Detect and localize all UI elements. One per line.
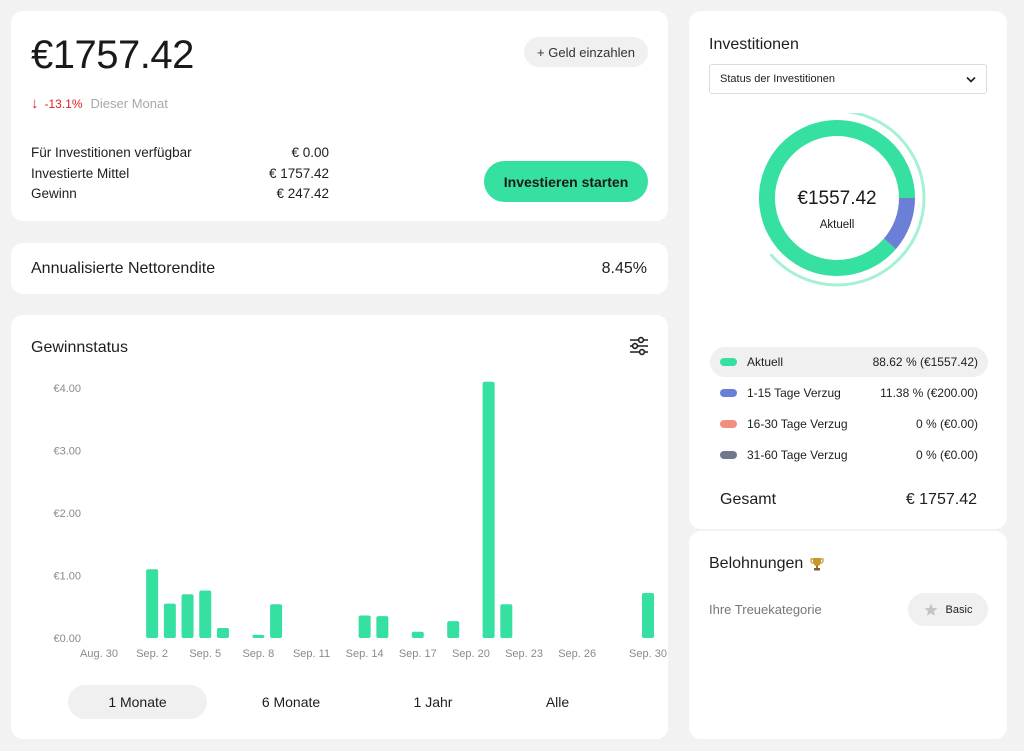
profit-bar[interactable]	[146, 569, 159, 638]
stat-label: Für Investitionen verfügbar	[31, 145, 192, 160]
investment-donut-chart: €1557.42 Aktuell	[759, 113, 926, 287]
profit-bar[interactable]	[181, 594, 194, 638]
legend-label: 16-30 Tage Verzug	[747, 417, 848, 431]
legend-swatch	[720, 451, 737, 459]
legend-value: 0 % (€0.00)	[915, 417, 978, 431]
x-tick-label: Sep. 26	[558, 648, 596, 660]
x-tick-label: Sep. 20	[452, 648, 490, 660]
profit-bar[interactable]	[252, 634, 265, 638]
filter-sliders-icon[interactable]	[628, 335, 650, 357]
stat-label: Gewinn	[31, 186, 77, 201]
monthly-change: ↓ -13.1% Dieser Monat	[31, 95, 168, 112]
profit-bar[interactable]	[447, 621, 460, 638]
profit-bar[interactable]	[163, 603, 176, 638]
net-return-card: Annualisierte Nettorendite 8.45%	[11, 243, 668, 294]
investments-total: Gesamt € 1757.42	[720, 491, 977, 509]
legend-swatch	[720, 420, 737, 428]
start-investing-button[interactable]: Investieren starten	[484, 161, 648, 202]
select-value: Status der Investitionen	[720, 73, 835, 85]
x-tick-label: Sep. 5	[189, 648, 221, 660]
donut-outer-ring	[769, 113, 926, 287]
x-tick-label: Aug. 30	[80, 648, 118, 660]
range-tabs: 1 Monate 6 Monate 1 Jahr Alle	[68, 685, 624, 719]
tab-6-months[interactable]: 6 Monate	[207, 685, 375, 719]
donut-center-amount: €1557.42	[797, 188, 876, 209]
profit-bar[interactable]	[199, 590, 212, 639]
deposit-button[interactable]: + Geld einzahlen	[524, 37, 648, 67]
profit-bar[interactable]	[270, 604, 283, 638]
profit-bar[interactable]	[642, 593, 654, 638]
investment-legend: Aktuell 88.62 % (€1557.42) 1-15 Tage Ver…	[710, 347, 988, 471]
total-label: Gesamt	[720, 491, 777, 508]
profit-bar[interactable]	[500, 604, 513, 638]
rewards-card: Belohnungen Ihre Treuekategorie Basic	[689, 531, 1007, 739]
x-tick-label: Sep. 2	[136, 648, 168, 660]
legend-label: 31-60 Tage Verzug	[747, 448, 848, 462]
net-return-value: 8.45%	[601, 259, 647, 277]
x-tick-label: Sep. 30	[629, 648, 667, 660]
profit-bar[interactable]	[411, 631, 424, 638]
y-tick-label: €4.00	[53, 383, 81, 395]
balance-stats: Für Investitionen verfügbar € 0.00 Inves…	[31, 143, 329, 205]
x-tick-label: Sep. 14	[346, 648, 384, 660]
legend-value: 11.38 % (€200.00)	[880, 386, 978, 400]
profit-bar[interactable]	[376, 616, 389, 638]
profit-status-card: €0.00 €1.00 €2.00 €3.00 €4.00 Aug. 30 Sep. 2 Se…	[11, 315, 668, 739]
stat-row-invested: Investierte Mittel € 1757.42	[31, 164, 329, 185]
stat-value: € 1757.42	[268, 165, 329, 181]
loyalty-tier-badge[interactable]: Basic	[908, 593, 988, 626]
legend-value: 0 % (€0.00)	[915, 448, 978, 462]
arrow-down-icon: ↓	[31, 95, 39, 112]
x-tick-label: Sep. 11	[293, 648, 330, 660]
chevron-down-icon	[966, 76, 976, 83]
donut-segment-current[interactable]	[759, 120, 915, 276]
y-tick-label: €2.00	[53, 508, 81, 520]
y-tick-label: €0.00	[53, 633, 81, 645]
legend-row-current[interactable]: Aktuell 88.62 % (€1557.42)	[710, 347, 988, 377]
x-tick-label: Sep. 8	[242, 648, 274, 660]
x-tick-label: Sep. 23	[505, 648, 543, 660]
trophy-icon	[810, 558, 824, 571]
legend-swatch	[720, 389, 737, 397]
donut-center-label: Aktuell	[820, 219, 855, 231]
profit-bar[interactable]	[358, 615, 371, 639]
legend-label: Aktuell	[747, 355, 784, 369]
profit-status-title: Gewinnstatus	[31, 339, 128, 356]
investments-title: Investitionen	[709, 36, 799, 53]
tab-1-year[interactable]: 1 Jahr	[375, 685, 491, 719]
y-tick-label: €3.00	[53, 446, 81, 458]
x-tick-label: Sep. 17	[399, 648, 437, 660]
stat-row-profit: Gewinn € 247.42	[31, 184, 329, 205]
legend-row-1-15-days[interactable]: 1-15 Tage Verzug 11.38 % (€200.00)	[710, 378, 988, 408]
rewards-title: Belohnungen	[709, 555, 804, 572]
net-return-label: Annualisierte Nettorendite	[31, 259, 216, 277]
profit-chart: €0.00 €1.00 €2.00 €3.00 €4.00 Aug. 30 Sep. 2 Se…	[53, 381, 667, 660]
stat-value: € 247.42	[276, 186, 329, 201]
donut-segment-delayed[interactable]	[883, 197, 915, 250]
loyalty-category-label: Ihre Treuekategorie	[709, 602, 822, 617]
legend-swatch	[720, 358, 737, 366]
y-tick-label: €1.00	[53, 571, 81, 583]
rewards-title-row: Belohnungen	[709, 555, 825, 573]
investments-card: Investitionen Status der Investitionen €…	[689, 11, 1007, 529]
profit-bar[interactable]	[482, 381, 495, 638]
legend-row-31-60-days[interactable]: 31-60 Tage Verzug 0 % (€0.00)	[710, 440, 988, 470]
change-period: Dieser Monat	[90, 96, 168, 111]
legend-value: 88.62 % (€1557.42)	[872, 355, 978, 369]
star-icon	[924, 603, 937, 616]
tab-1-month[interactable]: 1 Monate	[68, 685, 207, 719]
stat-label: Investierte Mittel	[31, 165, 130, 181]
tab-all[interactable]: Alle	[491, 685, 624, 719]
stat-value: € 0.00	[291, 145, 329, 160]
balance-card: €1757.42 + Geld einzahlen ↓ -13.1% Diese…	[11, 11, 668, 221]
investment-status-select[interactable]: Status der Investitionen	[709, 64, 987, 94]
stat-row-available: Für Investitionen verfügbar € 0.00	[31, 143, 329, 164]
profit-bar[interactable]	[216, 628, 229, 638]
balance-amount: €1757.42	[31, 33, 194, 77]
loyalty-tier: Basic	[945, 603, 973, 616]
change-value: -13.1%	[44, 96, 83, 111]
total-value: € 1757.42	[905, 491, 977, 508]
legend-label: 1-15 Tage Verzug	[747, 386, 841, 400]
legend-row-16-30-days[interactable]: 16-30 Tage Verzug 0 % (€0.00)	[710, 409, 988, 439]
